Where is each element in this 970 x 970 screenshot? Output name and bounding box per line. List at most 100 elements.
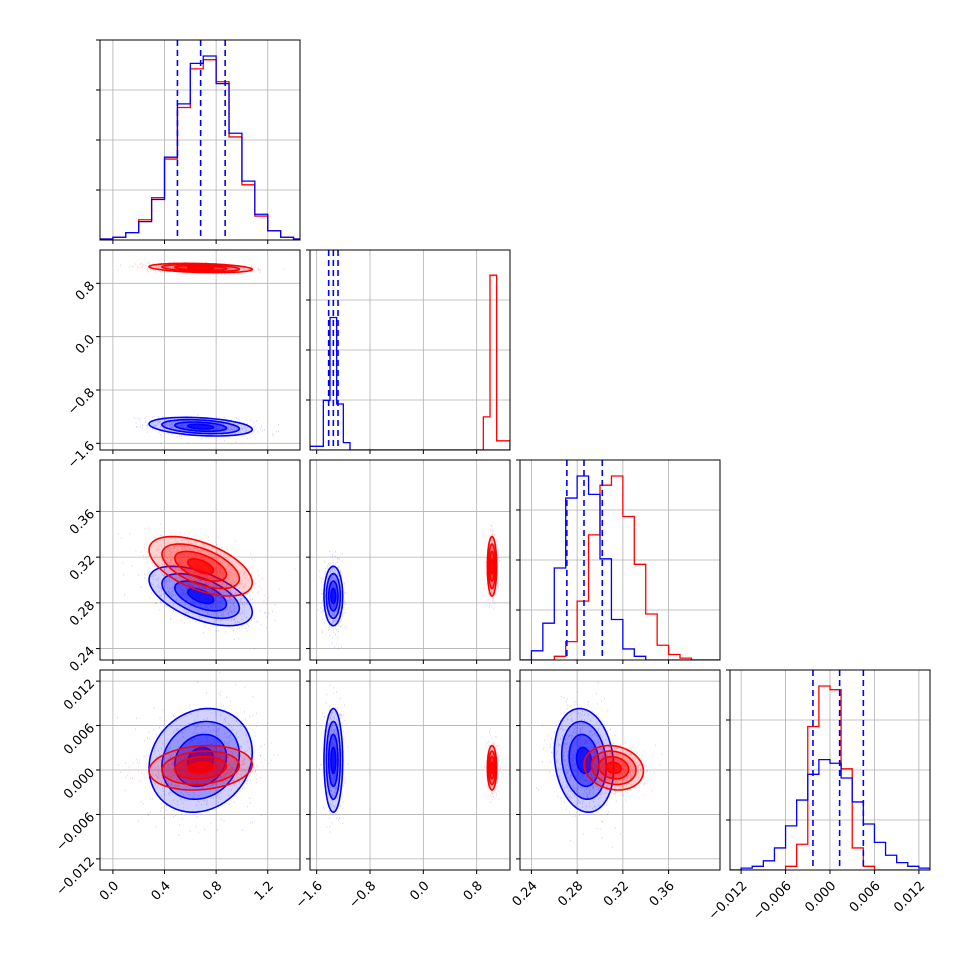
- contour-line: [173, 421, 228, 433]
- contour-line: [490, 761, 494, 775]
- contour-line: [148, 535, 254, 597]
- y-tick-label: 0.32: [67, 553, 98, 584]
- contour-line: [186, 761, 215, 775]
- x-tick-label: 1.2: [252, 879, 277, 904]
- scatter-panel-3-0: [96, 669, 301, 874]
- contour-line: [161, 750, 241, 786]
- panel-frame: [99, 249, 301, 451]
- scatter-panel-3-1: [306, 669, 511, 874]
- y-tick-label: 0.000: [61, 765, 98, 802]
- contour-line: [148, 565, 254, 627]
- x-tick-label: 0.24: [510, 879, 541, 910]
- x-tick-label: 0.8: [461, 879, 486, 904]
- contour-line: [590, 750, 637, 786]
- x-tick-label: 0.4: [149, 879, 174, 904]
- contour-line: [605, 761, 622, 775]
- contour-line: [583, 744, 645, 791]
- y-tick-label: 0.0: [73, 332, 98, 357]
- contour-line: [598, 755, 630, 780]
- scatter-group: [117, 523, 295, 650]
- contour-line: [490, 558, 494, 575]
- scatter-group: [319, 684, 501, 833]
- histogram-step-red: [730, 685, 930, 870]
- contour-line: [173, 733, 228, 788]
- x-tick-label: 0.006: [847, 879, 884, 916]
- histogram-step-blue: [520, 475, 720, 660]
- histogram-step-blue: [730, 758, 930, 870]
- y-tick-label: 0.8: [73, 279, 98, 304]
- contour-line: [575, 746, 593, 775]
- x-tick-label: 0.0: [97, 879, 122, 904]
- contour-line: [327, 580, 339, 612]
- scatter-panel-3-2: [516, 669, 721, 874]
- contour-line: [161, 543, 241, 590]
- x-tick-label: 0.28: [555, 879, 586, 910]
- contour-line: [330, 587, 337, 605]
- contour-line: [161, 418, 241, 435]
- contour-line: [560, 720, 608, 800]
- y-tick-label: −0.012: [53, 854, 98, 899]
- x-tick-label: 0.012: [891, 879, 928, 916]
- scatter-panel-2-1: [306, 459, 511, 664]
- contour-line: [553, 707, 615, 813]
- histogram-step-red: [520, 475, 720, 660]
- scatter-panel-2-0: [96, 459, 301, 664]
- contour-line: [148, 262, 254, 274]
- panel-background: [310, 460, 510, 660]
- y-tick-label: −0.8: [65, 385, 98, 418]
- scatter-group: [536, 682, 663, 849]
- x-tick-label: −1.6: [293, 879, 326, 912]
- contour-line: [186, 266, 215, 270]
- histogram-group: [310, 250, 510, 450]
- contour-line: [487, 750, 497, 786]
- density-fill: [331, 747, 336, 774]
- y-tick-label: 0.012: [61, 677, 98, 714]
- contour-line: [186, 558, 215, 575]
- contour-line: [486, 535, 498, 597]
- diagonal-panel-1: [306, 249, 511, 454]
- diagonal-panel-3: [726, 669, 931, 874]
- contour-line: [327, 733, 339, 788]
- y-tick-label: 0.006: [61, 721, 98, 758]
- contour-line: [173, 755, 228, 780]
- scatter-group: [117, 260, 285, 444]
- contour-line: [488, 550, 496, 582]
- scatter-group: [317, 524, 501, 649]
- y-tick-label: −0.006: [53, 810, 98, 855]
- contour-line: [488, 755, 496, 780]
- contour-line: [330, 746, 337, 775]
- contour-line: [323, 565, 344, 627]
- scatter-group: [117, 672, 278, 836]
- diagonal-panel-2: [516, 459, 721, 664]
- contour-line: [323, 707, 344, 814]
- panel-frame: [309, 459, 511, 661]
- x-tick-label: 0.000: [802, 879, 839, 916]
- x-tick-label: 0.0: [407, 879, 432, 904]
- y-tick-label: 0.36: [67, 507, 98, 538]
- histogram-group: [730, 670, 930, 870]
- density-fill: [187, 588, 214, 604]
- contour-line: [161, 572, 241, 620]
- contour-line: [486, 744, 498, 791]
- histogram-step-red: [310, 274, 510, 450]
- x-tick-label: 0.32: [601, 879, 632, 910]
- density-fill: [331, 588, 336, 604]
- contour-line: [173, 580, 228, 612]
- y-tick-label: −1.6: [65, 439, 98, 472]
- density-fill: [606, 762, 622, 774]
- y-tick-label: 0.28: [67, 598, 98, 629]
- contour-line: [325, 572, 342, 620]
- x-tick-label: −0.012: [706, 879, 751, 924]
- histogram-group: [100, 40, 300, 240]
- contour-line: [487, 543, 497, 590]
- histogram-step-blue: [100, 55, 300, 240]
- scatter-panel-1-0: [96, 249, 301, 454]
- contour-line: [148, 744, 254, 791]
- diagonal-panel-0: [96, 39, 301, 244]
- contour-line: [186, 423, 215, 430]
- x-tick-label: 0.36: [647, 879, 678, 910]
- x-tick-label: −0.8: [346, 879, 379, 912]
- contour-line: [173, 550, 228, 582]
- contour-line: [160, 263, 241, 273]
- y-tick-label: 0.24: [67, 644, 98, 675]
